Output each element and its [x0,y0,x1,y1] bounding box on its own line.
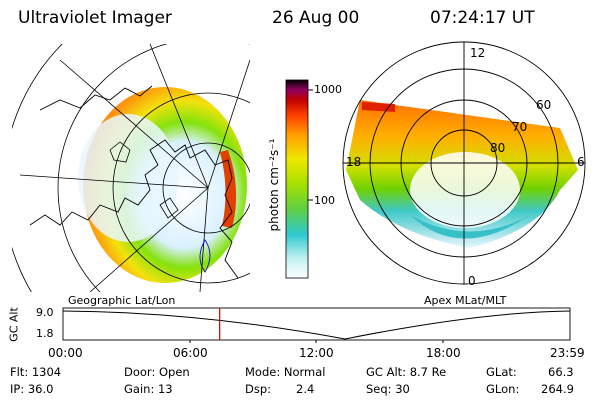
colorbar-gradient [285,79,309,279]
dsp-label: Dsp: [245,382,272,396]
altitude-plot-frame [62,307,571,341]
mlat-label-70: 70 [512,120,528,134]
right-panel-caption: Apex MLat/MLT [424,294,507,307]
time-tick-1800: 18:00 [426,346,461,360]
door-status: Door: Open [124,365,190,379]
mode-value: Mode: Normal [245,365,326,379]
gain-value: Gain: 13 [124,382,173,396]
altitude-ylabel: GC Alt [7,307,21,342]
coastline [29,85,239,279]
altitude-ytick-1.8: 1.8 [36,327,54,340]
glat-label: GLat: [486,365,517,379]
time-tick-1200: 12:00 [299,346,334,360]
colorbar-tick-1000: 1000 [314,83,342,96]
header-date: 26 Aug 00 [272,8,360,28]
glon-label: GLon: [486,382,520,396]
time-tick-0000: 00:00 [48,346,83,360]
mlat-label-60: 60 [536,98,552,112]
mlat-label-80: 80 [490,141,506,155]
mlt-label-0: 0 [468,274,476,288]
time-tick-0600: 06:00 [173,346,208,360]
mlt-label-6: 6 [577,155,585,169]
header-time: 07:24:17 UT [430,8,535,28]
ip-value: IP: 36.0 [10,382,54,396]
glon-value: 264.9 [541,382,574,396]
dsp-value: 2.4 [296,382,315,396]
glat-value: 66.3 [548,365,574,379]
time-tick-2359: 23:59 [550,346,585,360]
mlt-label-18: 18 [346,155,362,169]
left-aurora-hotspot [220,150,237,228]
colorbar-tick-100: 100 [314,194,335,207]
mlt-label-12: 12 [470,46,486,60]
gc-altitude: GC Alt: 8.7 Re [366,365,447,379]
altitude-curve [62,310,571,340]
sequence-value: Seq: 30 [366,382,410,396]
instrument-title: Ultraviolet Imager [18,8,172,28]
altitude-ytick-9: 9.0 [36,306,54,319]
flight-number: Flt: 1304 [10,365,62,379]
left-panel-caption: Geographic Lat/Lon [68,294,176,307]
